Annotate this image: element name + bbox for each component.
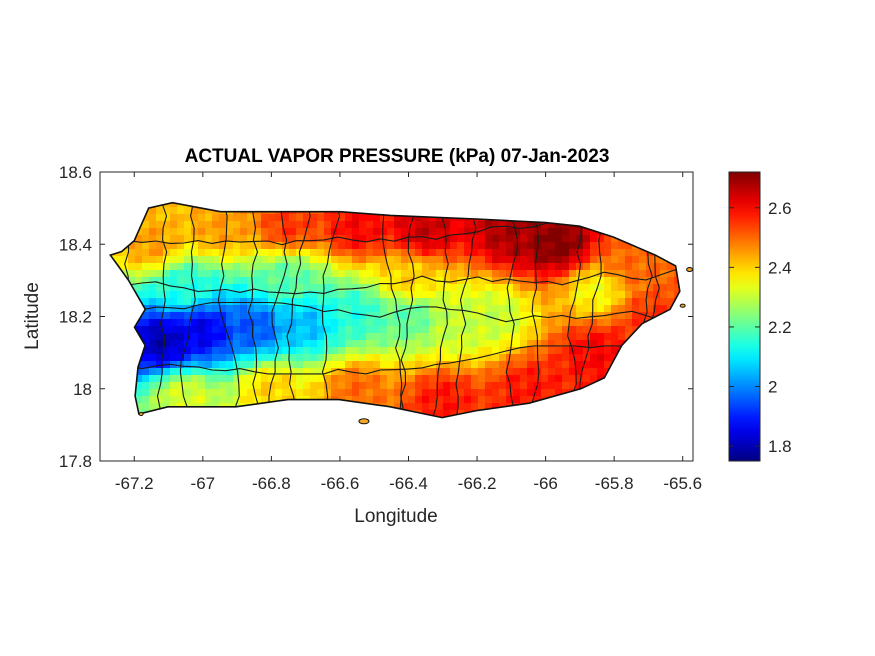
x-tick-label: -67: [191, 474, 216, 493]
map-plot-area: -67.2 -67 -66.8 -66.6 -66.4 -66.2 -66 -65.8 -65.…: [59, 163, 702, 493]
x-tick-label: -65.6: [663, 474, 702, 493]
colorbar: 1.8 2 2.2 2.4 2.6: [728, 171, 792, 462]
chart-title: ACTUAL VAPOR PRESSURE (kPa) 07-Jan-2023: [185, 146, 610, 167]
x-axis-ticks: -67.2 -67 -66.8 -66.6 -66.4 -66.2 -66 -65.8 -65.…: [115, 172, 702, 493]
x-tick-label: -66.4: [389, 474, 428, 493]
x-axis-label: Longitude: [354, 506, 437, 527]
x-tick-label: -66: [533, 474, 558, 493]
y-tick-label: 18: [73, 380, 92, 399]
colorbar-tick-label: 2.4: [768, 258, 792, 277]
colorbar-gradient: [729, 172, 760, 461]
y-tick-label: 18.4: [59, 235, 92, 254]
colorbar-tick-label: 2.6: [768, 199, 792, 218]
y-tick-label: 17.8: [59, 452, 92, 471]
colorbar-tick-label: 1.8: [768, 437, 792, 456]
y-tick-label: 18.2: [59, 308, 92, 327]
x-tick-label: -67.2: [115, 474, 154, 493]
x-tick-label: -66.2: [458, 474, 497, 493]
y-axis-ticks: 17.8 18 18.2 18.4 18.6: [59, 163, 693, 471]
colorbar-tick-label: 2: [768, 378, 777, 397]
x-tick-label: -66.8: [252, 474, 291, 493]
island-outline: [108, 201, 681, 419]
colorbar-ticks: 1.8 2 2.2 2.4 2.6: [729, 199, 792, 456]
offshore-islets: [138, 267, 694, 425]
y-axis-label: Latitude: [22, 282, 43, 350]
colorbar-tick-label: 2.2: [768, 318, 792, 337]
x-tick-label: -66.6: [321, 474, 360, 493]
y-tick-label: 18.6: [59, 163, 92, 182]
colorbar-frame: [728, 171, 761, 462]
x-tick-label: -65.8: [595, 474, 634, 493]
